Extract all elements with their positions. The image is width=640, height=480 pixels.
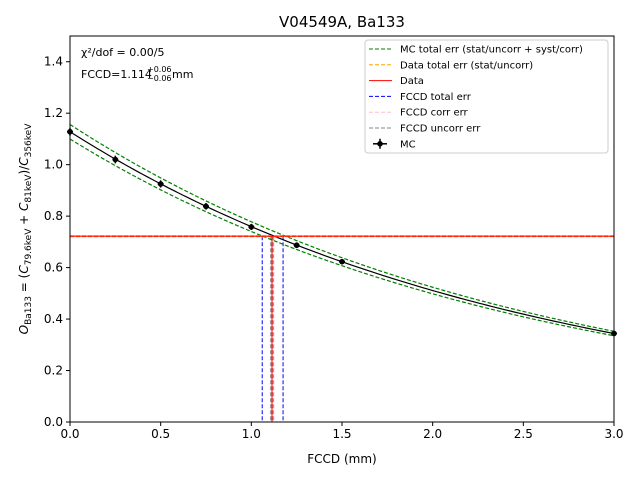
mc-point	[293, 242, 300, 249]
legend-box	[364, 39, 609, 154]
legend-label: Data total err (stat/uncorr)	[400, 60, 533, 71]
mc-point	[203, 203, 209, 210]
legend-swatch	[377, 141, 383, 147]
x-tick-label: 1.0	[242, 427, 261, 441]
plot-area	[67, 123, 617, 422]
y-tick-label: 1.2	[44, 106, 63, 120]
mc-point	[248, 224, 255, 230]
chi2-annotation: χ²/dof = 0.00/5	[81, 46, 164, 59]
y-axis-label: OBa133 = (C79.6keV + C81keV)/C356keV	[17, 123, 34, 335]
fccd-annotation: FCCD=1.114 +0.06 −0.06 mm	[81, 65, 193, 83]
x-tick-label: 0.0	[60, 427, 79, 441]
x-tick-label: 2.5	[514, 427, 533, 441]
mc-band-lower	[69, 138, 615, 337]
x-axis: 0.0 0.5 1.0 1.5 2.0 2.5 3.0	[60, 422, 624, 441]
y-tick-label: 0.4	[44, 312, 63, 326]
svg-text:mm: mm	[172, 68, 193, 81]
y-tick-label: 0.6	[44, 261, 63, 275]
mc-point	[112, 156, 119, 163]
legend-label: MC total err (stat/uncorr + syst/corr)	[400, 45, 583, 56]
mc-point	[157, 181, 164, 187]
legend-label: FCCD corr err	[400, 108, 469, 119]
mc-point	[339, 258, 345, 265]
x-tick-label: 1.5	[332, 427, 351, 441]
x-tick-label: 3.0	[604, 427, 623, 441]
y-tick-label: 1.0	[44, 158, 63, 172]
legend-label: MC	[400, 139, 416, 150]
svg-text:−0.06: −0.06	[147, 74, 172, 83]
x-tick-label: 2.0	[423, 427, 442, 441]
y-tick-label: 0.2	[44, 364, 63, 378]
y-tick-label: 1.4	[44, 55, 63, 69]
y-tick-label: 0.0	[44, 415, 63, 429]
legend-label: Data	[400, 76, 424, 87]
mc-fit-curve	[69, 131, 615, 335]
legend-label: FCCD total err	[400, 92, 472, 103]
svg-text:FCCD=1.114: FCCD=1.114	[81, 68, 152, 81]
svg-text:χ²/dof = 0.00/5: χ²/dof = 0.00/5	[81, 46, 164, 59]
svg-text:+0.06: +0.06	[147, 65, 172, 74]
chart-title: V04549A, Ba133	[279, 13, 405, 31]
x-tick-label: 0.5	[151, 427, 170, 441]
legend: MC total err (stat/uncorr + syst/corr) Da…	[364, 39, 609, 154]
x-axis-label: FCCD (mm)	[307, 452, 376, 466]
y-axis: 0.0 0.2 0.4 0.6 0.8 1.0 1.2 1.4	[44, 55, 70, 429]
mc-band-upper	[69, 123, 615, 332]
legend-label: FCCD uncorr err	[400, 124, 481, 135]
y-tick-label: 0.8	[44, 209, 63, 223]
